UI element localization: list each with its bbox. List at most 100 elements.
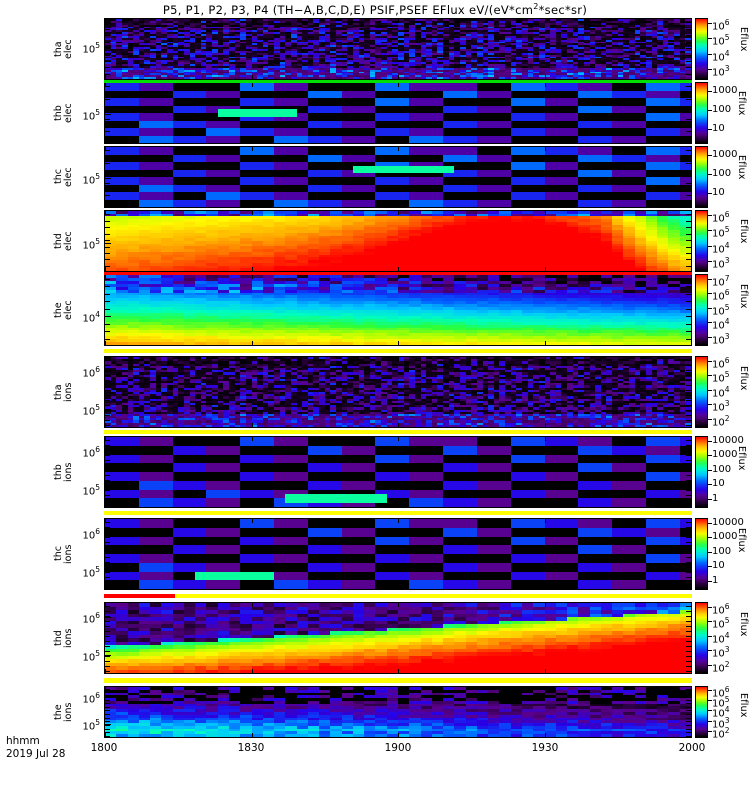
- spectrogram-panel-thb-ions[interactable]: [104, 436, 692, 508]
- y-minor-tick: [105, 626, 110, 627]
- x-major-tick: [691, 503, 692, 507]
- y-minor-tick: [105, 385, 110, 386]
- x-major-tick: [691, 83, 692, 87]
- y-minor-tick: [686, 475, 691, 476]
- colorbar-tick-label: 104: [712, 630, 730, 646]
- colorbar-thd-elec[interactable]: [695, 210, 708, 272]
- y-minor-tick: [105, 112, 110, 113]
- colorbar-thb-ions[interactable]: [695, 436, 708, 508]
- x-major-tick: [252, 519, 253, 523]
- y-minor-tick: [105, 279, 110, 280]
- colorbar-tick: [708, 109, 712, 111]
- y-minor-tick: [686, 656, 691, 657]
- y-minor-tick: [686, 532, 691, 533]
- x-major-tick: [105, 733, 106, 737]
- colorbar-tick-label: 106: [712, 17, 730, 33]
- y-minor-tick: [105, 656, 110, 657]
- colorbar-tick-label: 105: [712, 225, 730, 240]
- x-major-tick: [252, 669, 253, 673]
- colorbar-tick-label: 1000: [712, 84, 738, 96]
- spectrogram-panel-the-ions[interactable]: [104, 686, 692, 738]
- colorbar-tick-label: 107: [712, 274, 730, 289]
- colorbar-the-ions[interactable]: [695, 686, 708, 738]
- y-minor-tick: [105, 606, 110, 607]
- panel-separator-bar: [104, 430, 692, 434]
- spectrogram-panel-thb-elec[interactable]: [104, 82, 692, 144]
- spectrogram-panel-the-elec[interactable]: [104, 274, 692, 346]
- x-major-tick: [105, 687, 106, 691]
- y-minor-tick: [686, 253, 691, 254]
- colorbar-thc-elec[interactable]: [695, 146, 708, 208]
- colorbar-tick-label: 1000: [712, 449, 738, 461]
- spectrogram-panel-thd-elec[interactable]: [104, 210, 692, 272]
- colorbar-tha-elec[interactable]: [695, 18, 708, 80]
- y-minor-tick: [686, 125, 691, 126]
- y-minor-tick: [105, 176, 110, 177]
- x-major-tick: [545, 437, 546, 441]
- y-minor-tick: [686, 294, 691, 295]
- spectrogram-cells: [105, 83, 691, 143]
- colorbar-tick-label: 103: [712, 64, 730, 79]
- spectrogram-panel-thc-ions[interactable]: [104, 518, 692, 590]
- y-minor-tick: [105, 234, 110, 235]
- colorbar-thc-ions[interactable]: [695, 518, 708, 590]
- y-minor-tick: [105, 641, 110, 642]
- y-minor-tick: [686, 99, 691, 100]
- x-major-tick: [105, 83, 106, 87]
- y-tick-label: 105: [82, 172, 100, 187]
- y-major-tick: [104, 451, 111, 453]
- colorbar-thb-elec[interactable]: [695, 82, 708, 144]
- colorbar-tick: [708, 214, 712, 216]
- y-minor-tick: [686, 365, 691, 366]
- y-major-tick: [104, 243, 111, 245]
- x-major-tick: [398, 687, 399, 691]
- colorbar-tha-ions[interactable]: [695, 356, 708, 428]
- y-minor-tick: [686, 696, 691, 697]
- spectrogram-panel-thc-elec[interactable]: [104, 146, 692, 208]
- x-major-tick: [105, 341, 106, 345]
- x-major-tick: [545, 19, 546, 23]
- y-minor-tick: [686, 631, 691, 632]
- y-minor-tick: [686, 112, 691, 113]
- y-minor-tick: [105, 736, 110, 737]
- y-minor-tick: [105, 460, 110, 461]
- y-minor-tick: [686, 48, 691, 49]
- x-major-tick: [545, 687, 546, 691]
- colorbar-thd-ions[interactable]: [695, 602, 708, 674]
- x-major-tick: [252, 147, 253, 151]
- colorbar-tick: [708, 154, 712, 156]
- y-minor-tick: [686, 286, 691, 287]
- y-minor-tick: [105, 611, 110, 612]
- y-minor-tick: [105, 557, 110, 558]
- colorbar-tick-label: 1: [712, 574, 719, 586]
- colorbar-tick-label: 1: [712, 492, 719, 504]
- y-minor-tick: [686, 425, 691, 426]
- y-minor-tick: [105, 582, 110, 583]
- y-minor-tick: [686, 150, 691, 151]
- y-minor-tick: [686, 22, 691, 23]
- colorbar-tick: [708, 498, 712, 500]
- y-minor-tick: [105, 247, 110, 248]
- spectrogram-panel-tha-ions[interactable]: [104, 356, 692, 428]
- y-minor-tick: [686, 395, 691, 396]
- y-minor-tick: [105, 465, 110, 466]
- colorbar-tick-label: 10: [712, 478, 725, 490]
- x-major-tick: [105, 203, 106, 207]
- colorbar-title-thd-ions: Eflux: [738, 612, 749, 637]
- y-minor-tick: [105, 35, 110, 36]
- y-minor-tick: [686, 700, 691, 701]
- colorbar-tick-label: 10: [712, 123, 725, 135]
- y-minor-tick: [686, 157, 691, 158]
- y-minor-tick: [105, 331, 110, 332]
- y-minor-tick: [686, 729, 691, 730]
- colorbar-tick: [708, 307, 712, 309]
- x-major-tick: [691, 687, 692, 691]
- spectrogram-panel-tha-elec[interactable]: [104, 18, 692, 80]
- y-minor-tick: [686, 183, 691, 184]
- colorbar-the-elec[interactable]: [695, 274, 708, 346]
- y-minor-tick: [105, 710, 110, 711]
- y-minor-tick: [686, 420, 691, 421]
- spectrogram-panel-thd-ions[interactable]: [104, 602, 692, 674]
- y-minor-tick: [686, 671, 691, 672]
- title-text-post: *sec*sr): [538, 2, 588, 17]
